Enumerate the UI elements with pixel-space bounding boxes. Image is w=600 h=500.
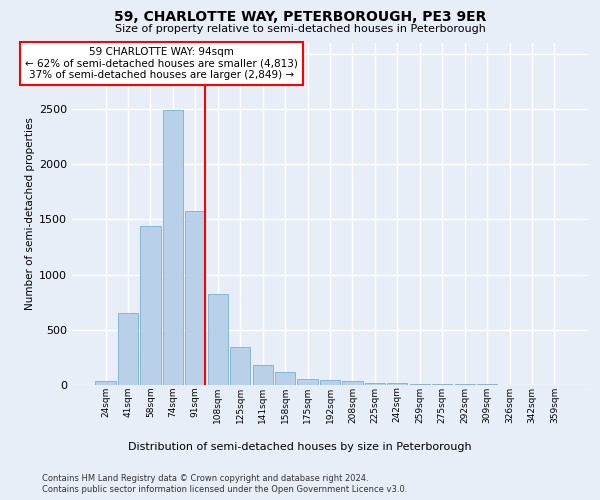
Text: 59 CHARLOTTE WAY: 94sqm
← 62% of semi-detached houses are smaller (4,813)
37% of: 59 CHARLOTTE WAY: 94sqm ← 62% of semi-de…: [25, 47, 298, 80]
Bar: [298, 379, 317, 385]
Bar: [432, 384, 452, 385]
Bar: [118, 313, 138, 385]
Y-axis label: Number of semi-detached properties: Number of semi-detached properties: [25, 118, 35, 310]
Bar: [208, 294, 228, 385]
Bar: [410, 384, 430, 385]
Bar: [163, 110, 183, 385]
Bar: [343, 381, 362, 385]
Bar: [185, 211, 205, 385]
Text: Contains HM Land Registry data © Crown copyright and database right 2024.: Contains HM Land Registry data © Crown c…: [42, 474, 368, 483]
Bar: [455, 384, 475, 385]
Bar: [477, 384, 497, 385]
Bar: [365, 383, 385, 385]
Bar: [253, 364, 273, 385]
Bar: [140, 226, 161, 385]
Text: Distribution of semi-detached houses by size in Peterborough: Distribution of semi-detached houses by …: [128, 442, 472, 452]
Text: 59, CHARLOTTE WAY, PETERBOROUGH, PE3 9ER: 59, CHARLOTTE WAY, PETERBOROUGH, PE3 9ER: [114, 10, 486, 24]
Text: Contains public sector information licensed under the Open Government Licence v3: Contains public sector information licen…: [42, 485, 407, 494]
Text: Size of property relative to semi-detached houses in Peterborough: Size of property relative to semi-detach…: [115, 24, 485, 34]
Bar: [275, 372, 295, 385]
Bar: [95, 381, 116, 385]
Bar: [387, 384, 407, 385]
Bar: [230, 347, 250, 385]
Bar: [320, 380, 340, 385]
